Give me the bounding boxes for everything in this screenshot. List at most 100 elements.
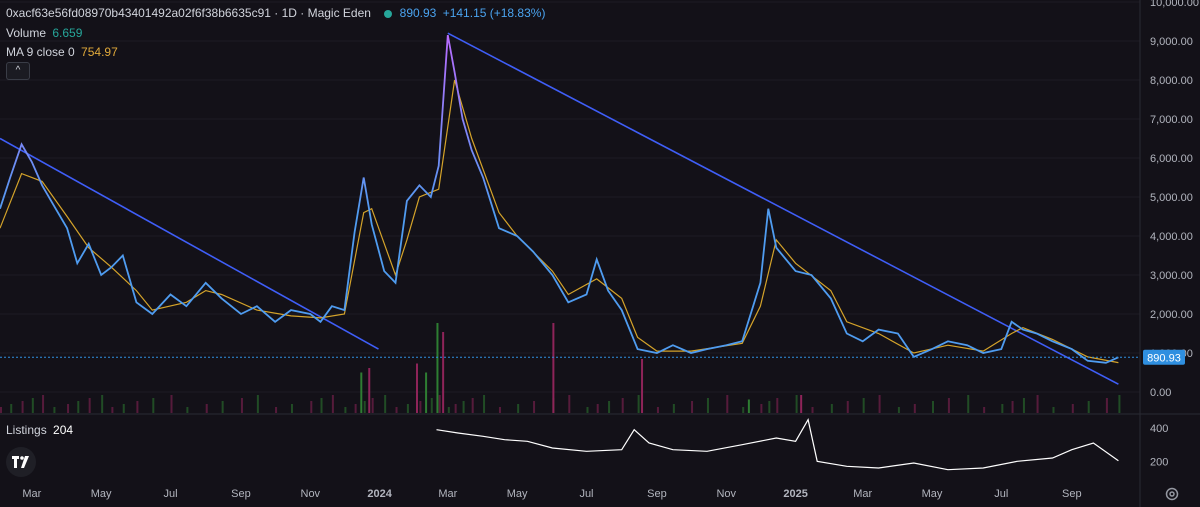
price-badge: 890.93 xyxy=(1143,349,1185,365)
ma-line xyxy=(0,79,1119,364)
volume-bar xyxy=(406,404,409,413)
time-axis-tick: May xyxy=(507,488,528,500)
volume-bar xyxy=(637,395,640,413)
price-axis-tick: 7,000.00 xyxy=(1150,114,1193,126)
price-axis-tick: 3,000.00 xyxy=(1150,270,1193,282)
volume-bar xyxy=(436,323,439,413)
time-axis-tick: Jul xyxy=(994,488,1008,500)
volume-bar xyxy=(568,395,571,413)
time-axis-tick: Nov xyxy=(716,488,736,500)
volume-bar xyxy=(101,395,104,413)
volume-bar xyxy=(947,398,950,413)
volume-bar xyxy=(1052,407,1055,413)
price-axis-tick: 6,000.00 xyxy=(1150,153,1193,165)
volume-bar xyxy=(878,395,881,413)
volume-bar xyxy=(21,401,24,413)
volume-bar xyxy=(10,404,13,413)
volume-bar xyxy=(371,398,374,413)
time-axis-tick: 2025 xyxy=(783,488,807,500)
time-axis-tick: May xyxy=(91,488,112,500)
ma-label[interactable]: MA 9 close 0 xyxy=(6,45,75,59)
volume-bar xyxy=(608,401,611,413)
price-badge-label: 890.93 xyxy=(1147,352,1181,364)
price-axis-tick: 0.00 xyxy=(1150,387,1171,399)
price-axis-tick: 5,000.00 xyxy=(1150,192,1193,204)
volume-bar xyxy=(1071,404,1074,413)
volume-bar xyxy=(656,407,659,413)
volume-bar xyxy=(447,407,450,413)
tradingview-logo-icon[interactable] xyxy=(6,447,36,477)
volume-bar xyxy=(811,407,814,413)
volume-bar xyxy=(517,404,520,413)
volume-label[interactable]: Volume xyxy=(6,26,47,40)
volume-bar xyxy=(31,398,34,413)
volume-bar xyxy=(672,404,675,413)
volume-bar xyxy=(552,323,555,413)
volume-bar xyxy=(240,398,243,413)
volume-bar xyxy=(830,404,833,413)
volume-bar xyxy=(471,398,474,413)
volume-bar xyxy=(641,359,644,413)
volume-bar xyxy=(498,407,501,413)
price-line xyxy=(0,34,1119,364)
volume-bar xyxy=(310,401,313,413)
volume-bar xyxy=(795,395,798,413)
volume-bar xyxy=(442,332,445,413)
price-axis-tick: 8,000.00 xyxy=(1150,75,1193,87)
volume-bar xyxy=(800,395,803,413)
volume-bar xyxy=(742,407,745,413)
volume-bar xyxy=(706,398,709,413)
volume-bar xyxy=(1036,395,1039,413)
volume-bar xyxy=(360,372,363,413)
last-price: 890.93 xyxy=(399,6,437,20)
time-axis-tick: 2024 xyxy=(367,488,392,500)
volume-bar xyxy=(384,395,387,413)
gear-icon[interactable] xyxy=(1164,486,1180,502)
volume-bar xyxy=(42,395,45,413)
volume-bar xyxy=(0,407,2,413)
volume-bar xyxy=(395,407,398,413)
volume-bar xyxy=(596,404,599,413)
volume-bar xyxy=(747,399,750,413)
volume-bar xyxy=(846,401,849,413)
volume-value: 6.659 xyxy=(52,26,83,40)
volume-bar xyxy=(1022,398,1025,413)
volume-bar xyxy=(1105,398,1108,413)
volume-bar xyxy=(419,401,422,413)
trendlines xyxy=(0,32,1119,385)
time-axis-tick: May xyxy=(922,488,943,500)
volume-bar xyxy=(776,398,779,413)
listings-label[interactable]: Listings xyxy=(6,423,47,437)
volume-bar xyxy=(53,407,56,413)
volume-bar xyxy=(691,401,694,413)
volume-bar xyxy=(368,368,371,413)
volume-bar xyxy=(152,398,155,413)
volume-bar xyxy=(256,395,259,413)
volume-bar xyxy=(430,398,433,413)
volume-bar xyxy=(122,404,125,413)
volume-bar xyxy=(454,404,457,413)
trendline xyxy=(447,32,1119,385)
volume-bar xyxy=(768,401,771,413)
listings-axis-ticks: 400 200 xyxy=(1150,423,1168,468)
volume-bar xyxy=(88,398,91,413)
volume-bar xyxy=(462,401,465,413)
volume-bar xyxy=(363,401,366,413)
volume-bar xyxy=(1011,401,1014,413)
volume-bar xyxy=(221,401,224,413)
symbol-legend: 0xacf63e56fd08970b43401492a02f6f38b6635c… xyxy=(6,6,545,20)
chevron-up-icon: ^ xyxy=(15,65,21,76)
volume-bar xyxy=(170,395,173,413)
symbol-title[interactable]: 0xacf63e56fd08970b43401492a02f6f38b6635c… xyxy=(6,6,371,20)
volume-bar xyxy=(415,363,418,413)
volume-bar xyxy=(1087,401,1090,413)
collapse-legend-button[interactable]: ^ xyxy=(6,62,30,80)
time-axis-tick: Jul xyxy=(163,488,177,500)
volume-bar xyxy=(862,398,865,413)
volume-bar xyxy=(425,372,428,413)
ma-legend: MA 9 close 0 754.97 xyxy=(6,45,118,59)
volume-bar xyxy=(967,395,970,413)
listings-line xyxy=(436,418,1119,471)
volume-bar xyxy=(621,398,624,413)
